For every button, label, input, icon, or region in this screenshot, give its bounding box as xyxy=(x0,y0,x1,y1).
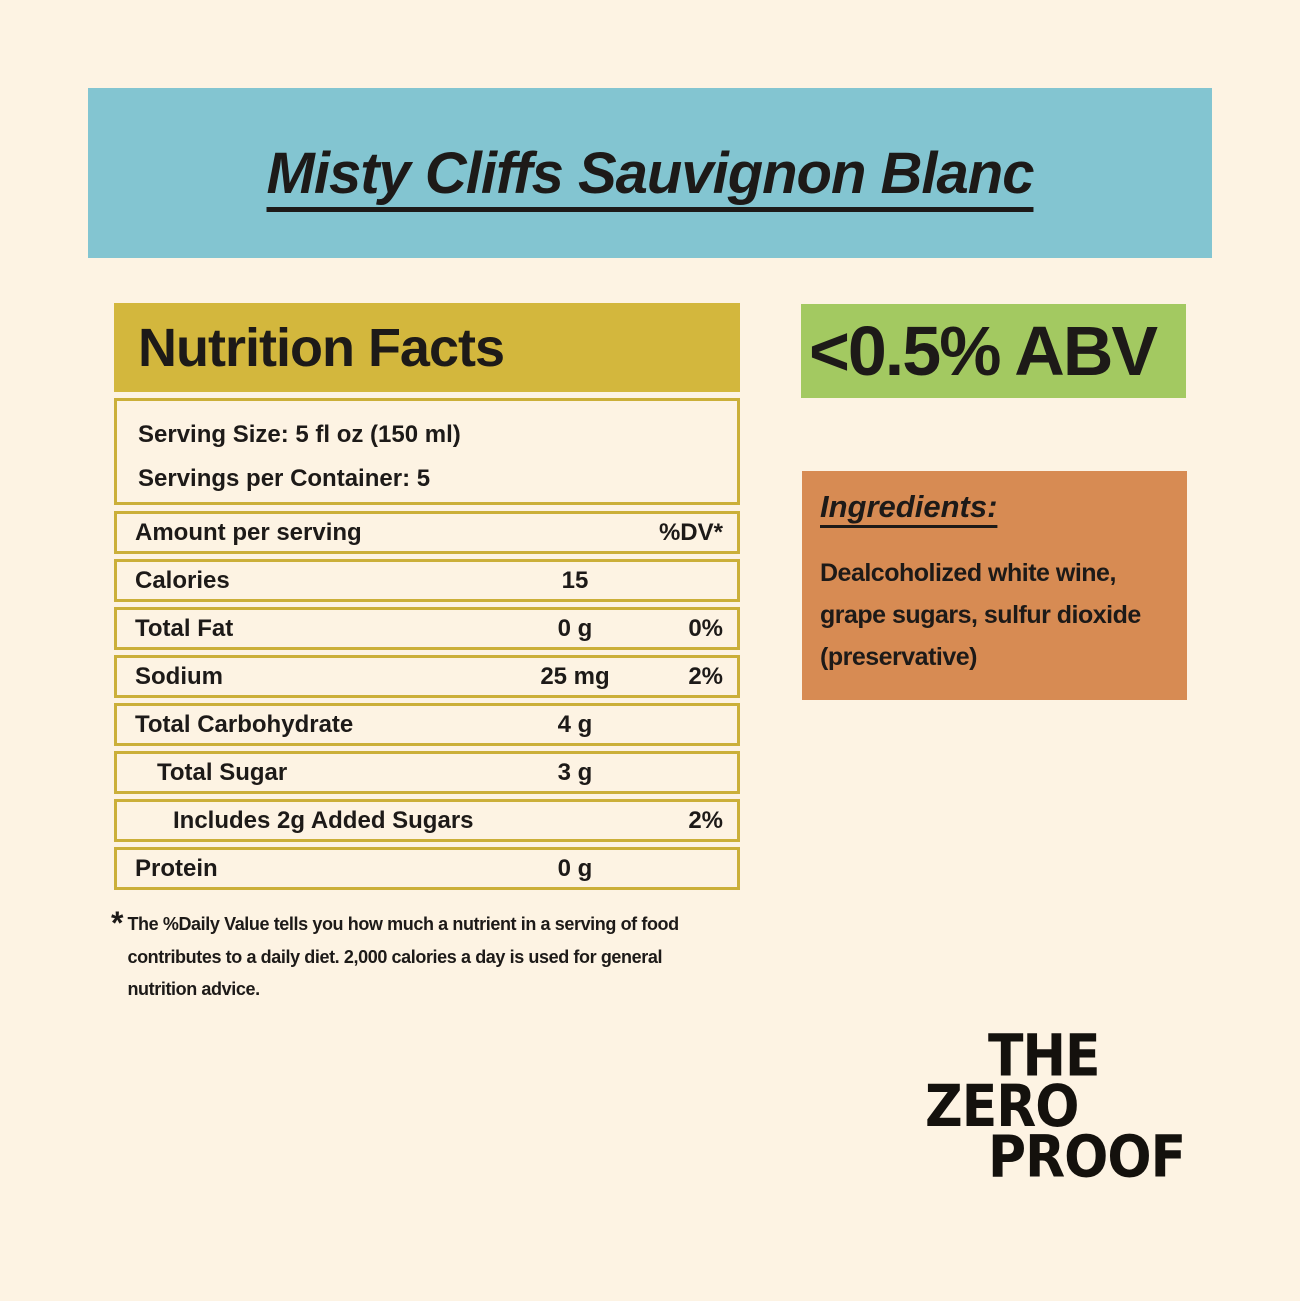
daily-value-footnote: * The %Daily Value tells you how much a … xyxy=(111,905,807,1006)
footnote-text: The %Daily Value tells you how much a nu… xyxy=(127,914,679,999)
nutrient-dv: 2% xyxy=(688,806,723,834)
nutrient-label: Calories xyxy=(135,566,230,594)
nutrient-label: Total Carbohydrate xyxy=(135,710,354,738)
title-banner: Misty Cliffs Sauvignon Blanc xyxy=(88,88,1212,258)
the-zero-proof-logo: THE ZERO PROOF xyxy=(925,1023,1186,1192)
ingredients-list: Dealcoholized white wine, grape sugars, … xyxy=(820,559,1141,671)
nutrient-value: 0 g xyxy=(557,614,593,642)
table-row: Total Sugar 3 g xyxy=(114,751,740,794)
nutrient-dv: 0% xyxy=(688,614,723,642)
logo-word-zero: ZERO xyxy=(925,1073,1079,1141)
nutrient-value: 3 g xyxy=(557,758,593,786)
serving-info-box: Serving Size: 5 fl oz (150 ml) Servings … xyxy=(114,398,740,505)
nutrient-value: 25 mg xyxy=(540,662,610,690)
nutrient-label: Total Fat xyxy=(135,614,234,642)
nutrient-dv: 2% xyxy=(688,662,723,690)
table-row: Protein 0 g xyxy=(114,847,740,890)
table-row: Calories 15 xyxy=(114,559,740,602)
table-row: Total Carbohydrate 4 g xyxy=(114,703,740,746)
asterisk-marker: * xyxy=(111,905,124,941)
nutrient-label: Protein xyxy=(135,854,218,882)
serving-size: Serving Size: 5 fl oz (150 ml) xyxy=(138,421,461,448)
nutrition-rows: Amount per serving %DV* Calories 15 Tota… xyxy=(114,511,740,890)
nutrient-label: Total Sugar xyxy=(157,758,288,786)
amount-per-serving-label: Amount per serving xyxy=(135,518,362,546)
nutrition-facts-panel: Nutrition Facts Serving Size: 5 fl oz (1… xyxy=(114,303,740,890)
table-row: Includes 2g Added Sugars 2% xyxy=(114,799,740,842)
nutrition-facts-header: Nutrition Facts xyxy=(114,303,740,392)
dv-column-header: %DV* xyxy=(658,518,723,546)
nutrient-value: 0 g xyxy=(557,854,593,882)
nutrient-value: 15 xyxy=(561,566,589,594)
logo-word-the: THE xyxy=(988,1023,1101,1091)
product-title: Misty Cliffs Sauvignon Blanc xyxy=(266,140,1035,206)
ingredients-heading: Ingredients: xyxy=(820,489,998,524)
ingredients-box: Ingredients: Dealcoholized white wine, g… xyxy=(802,471,1187,700)
nutrient-label: Sodium xyxy=(135,662,223,690)
table-header-row: Amount per serving %DV* xyxy=(114,511,740,554)
table-row: Sodium 25 mg 2% xyxy=(114,655,740,698)
servings-per-container: Servings per Container: 5 xyxy=(138,465,431,492)
nutrient-label: Includes 2g Added Sugars xyxy=(173,806,474,834)
table-row: Total Fat 0 g 0% xyxy=(114,607,740,650)
abv-badge: <0.5% ABV xyxy=(801,304,1186,398)
logo-word-proof: PROOF xyxy=(988,1123,1186,1192)
nutrient-value: 4 g xyxy=(557,710,593,738)
